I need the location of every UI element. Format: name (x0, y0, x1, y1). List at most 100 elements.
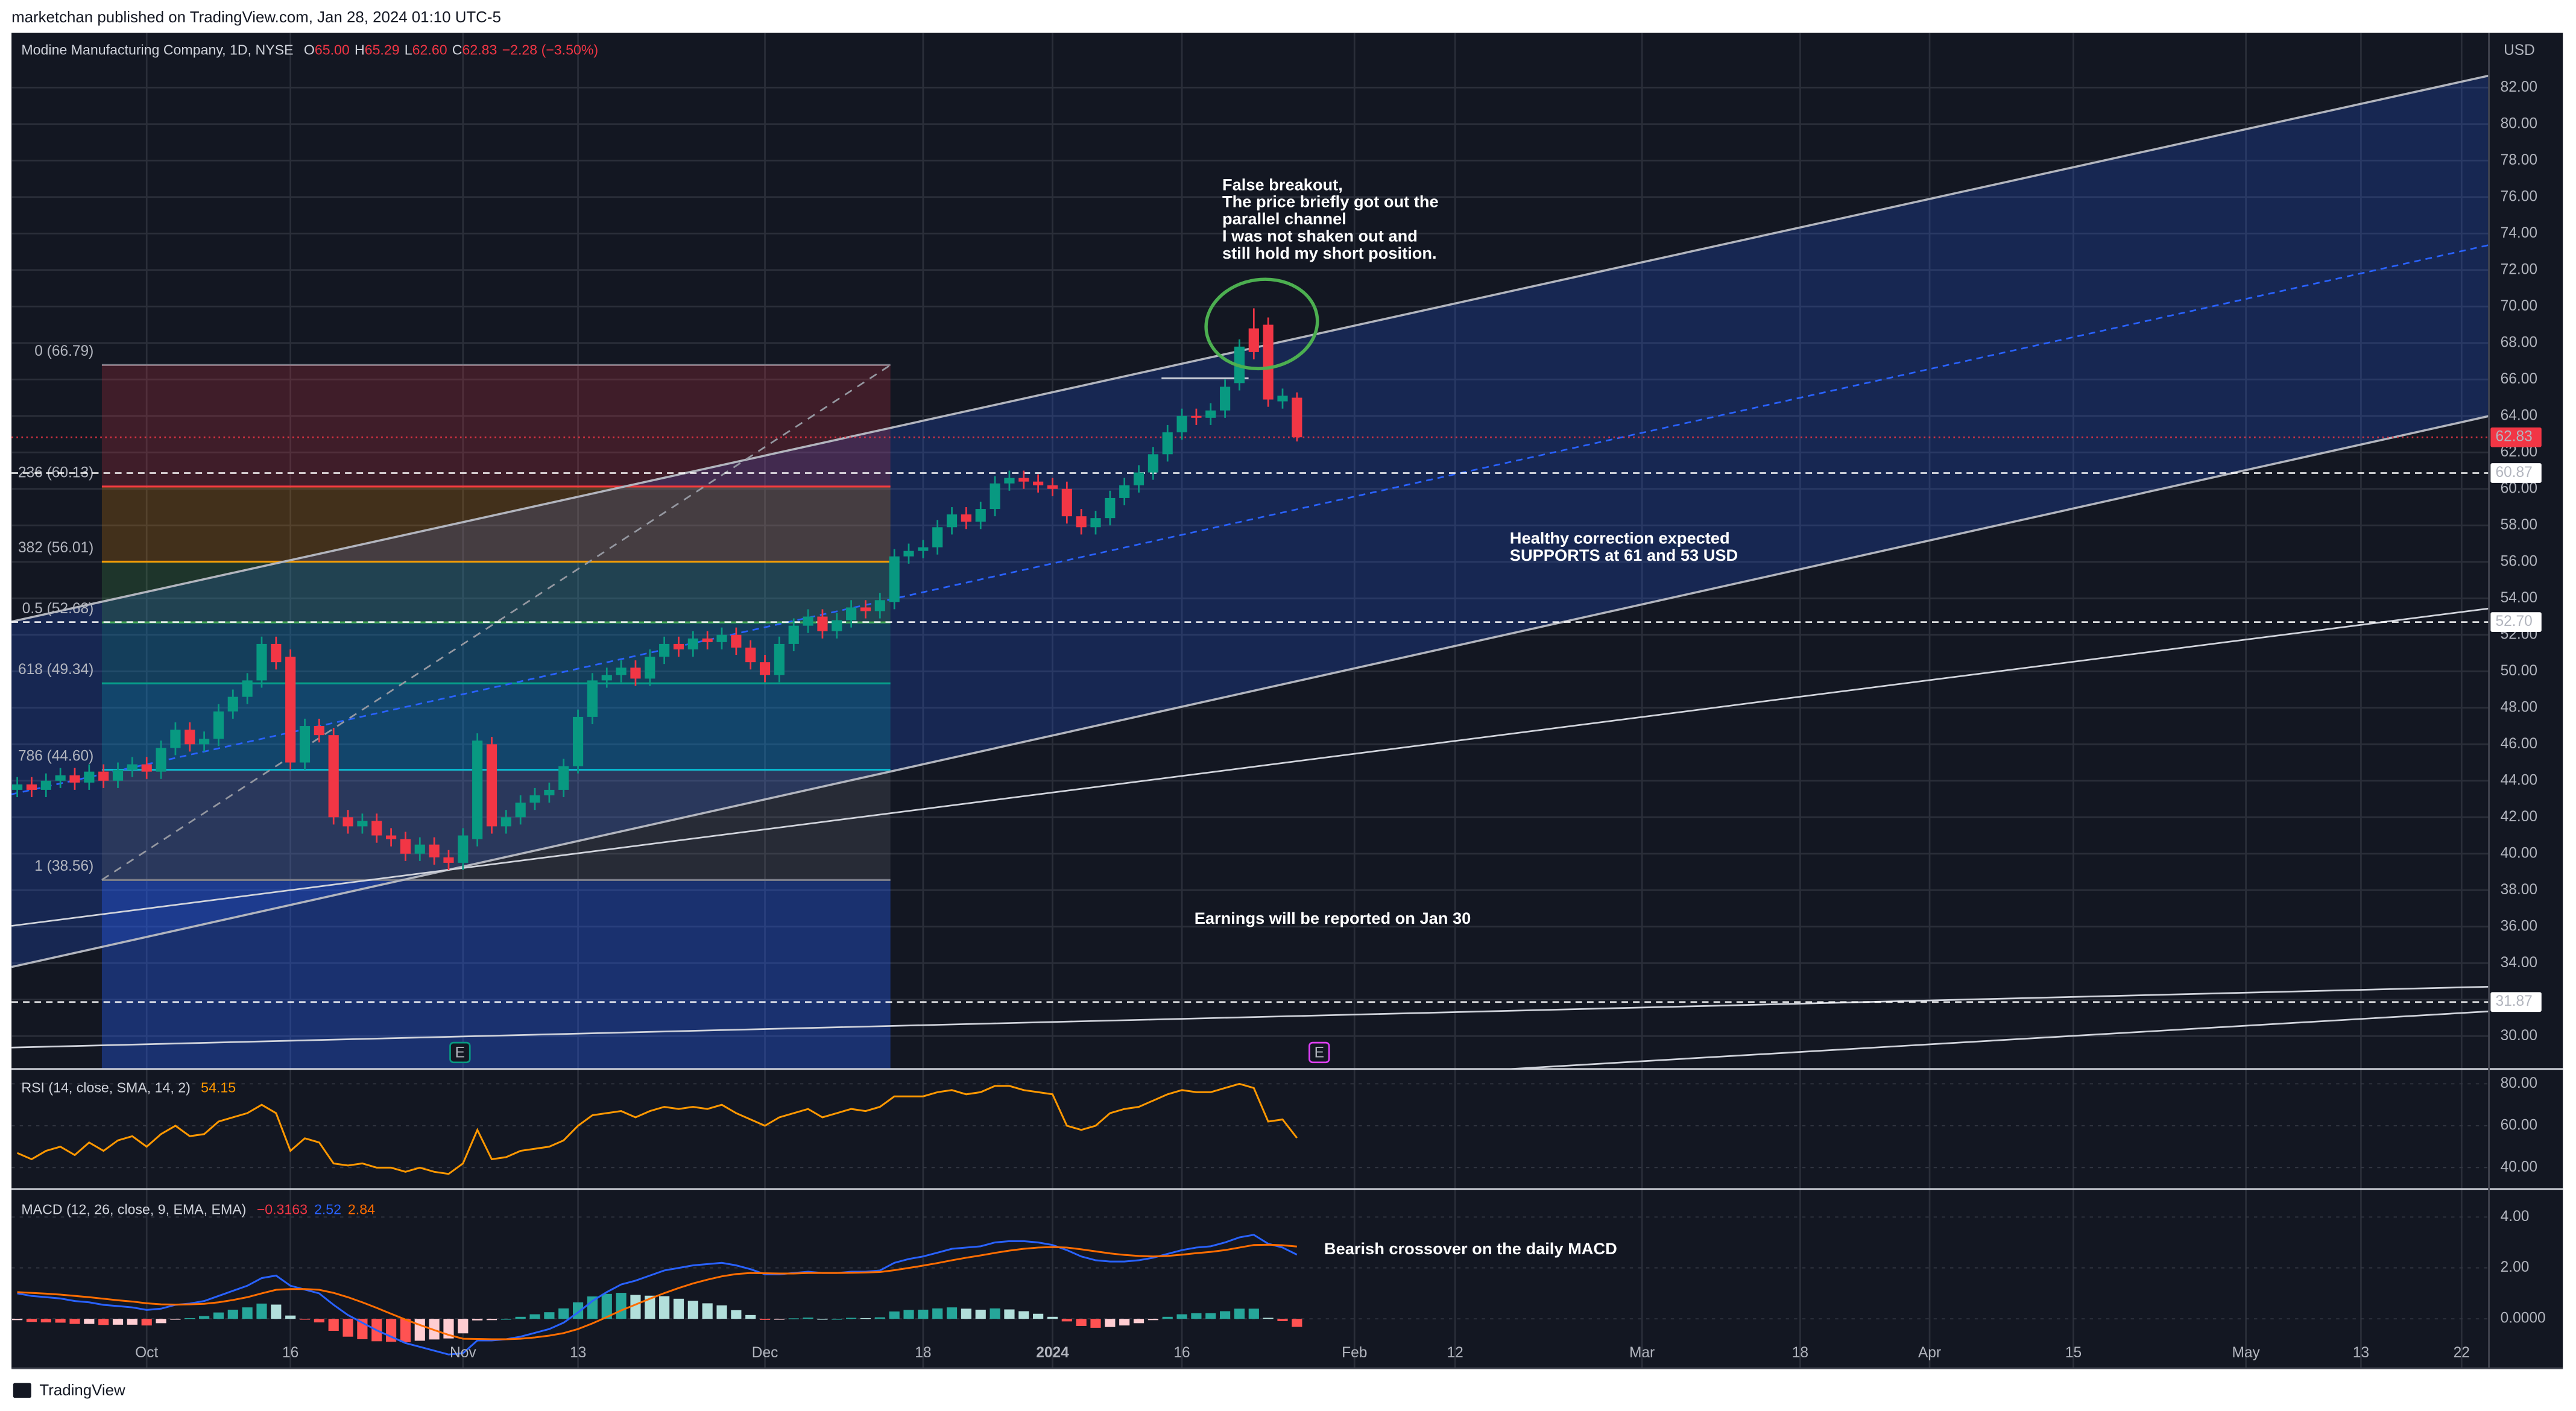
macd-histogram-bar (472, 1319, 483, 1321)
macd-pane (12, 1234, 1302, 1356)
legend-value: 54.15 (201, 1080, 236, 1096)
macd-histogram-bar (558, 1308, 569, 1319)
rsi-line (17, 1082, 1298, 1175)
y-tick-label: 66.00 (2501, 371, 2537, 387)
price-tag-label: 52.70 (2496, 613, 2533, 630)
legend-title: MACD (12, 26, close, 9, EMA, EMA) (21, 1201, 246, 1217)
legend-value: 62.60 (412, 42, 447, 58)
x-tick-label: May (2232, 1345, 2260, 1361)
candle-body (673, 643, 684, 649)
trend-line (1511, 1010, 2489, 1069)
y-tick-label: 68.00 (2501, 334, 2537, 350)
y-tick-label: 40.00 (2501, 845, 2537, 861)
candle-body (860, 607, 871, 611)
brand: TradingView (13, 1382, 125, 1399)
candle-body (343, 817, 353, 827)
candle-body (227, 696, 238, 712)
macd-histogram-bar (860, 1318, 871, 1319)
candle-body (1220, 387, 1231, 411)
candle-body (1018, 478, 1029, 482)
candle-body (26, 784, 37, 790)
x-tick-label: Oct (135, 1345, 158, 1361)
candle-body (659, 643, 670, 657)
legend-value: 65.00 (315, 42, 350, 58)
candle-body (587, 680, 598, 717)
overlay-layer: USD Modine Manufacturing Company, 1D, NY… (11, 33, 2563, 1399)
candle-body (889, 556, 900, 602)
candle-body (716, 634, 727, 642)
candle-body (572, 716, 584, 766)
candle-body (443, 857, 454, 863)
macd-histogram-bar (731, 1310, 742, 1319)
macd-histogram-bar (975, 1309, 986, 1319)
channel-midline (11, 244, 2489, 795)
legend-key: O (304, 42, 315, 58)
candle-body (328, 735, 339, 818)
annotation: The price briefly got out the (1222, 192, 1439, 211)
y-tick-label: 64.00 (2501, 407, 2537, 423)
macd-histogram-bar (1076, 1319, 1087, 1326)
x-tick-label: 16 (282, 1345, 298, 1361)
candle-body (98, 771, 109, 781)
macd-histogram-bar (673, 1298, 684, 1319)
fib-band (101, 561, 891, 623)
brand-logo (13, 1383, 31, 1398)
fib-band (101, 622, 891, 684)
grid-layer (11, 33, 2489, 1369)
macd-histogram-bar (1234, 1308, 1245, 1319)
candle-body (788, 625, 799, 644)
candle-body (832, 620, 842, 631)
y-tick-label: 38.00 (2501, 882, 2537, 898)
annotation: still hold my short position. (1222, 244, 1437, 262)
macd-histogram-bar (12, 1319, 23, 1321)
macd-histogram-bar (414, 1319, 425, 1341)
y-tick-label: 76.00 (2501, 188, 2537, 204)
macd-histogram-bar (1018, 1311, 1029, 1319)
candle-body (141, 764, 152, 772)
macd-histogram-bar (1220, 1311, 1231, 1319)
legend-value: −0.3163 (257, 1201, 308, 1217)
macd-histogram-bar (112, 1319, 124, 1325)
candle-body (946, 514, 958, 528)
macd-histogram-bar (185, 1318, 195, 1319)
candle-body (961, 514, 971, 522)
macd-histogram-bar (343, 1319, 353, 1337)
y-tick-label: 74.00 (2501, 225, 2537, 241)
candle-body (529, 795, 540, 803)
macd-histogram-bar (256, 1303, 267, 1319)
event-label: E (455, 1044, 465, 1061)
macd-histogram-bar (98, 1319, 109, 1325)
macd-histogram-bar (932, 1308, 943, 1319)
y-tick-label: 0.0000 (2501, 1310, 2546, 1327)
candle-body (1148, 454, 1158, 473)
macd-histogram-bar (486, 1319, 497, 1321)
candle-body (414, 844, 425, 854)
candle-body (40, 780, 51, 790)
macd-histogram-bar (529, 1314, 540, 1319)
candle-body (84, 771, 95, 783)
macd-histogram-bar (1263, 1318, 1274, 1319)
legend-key: L (405, 42, 412, 58)
macd-histogram-bar (788, 1318, 799, 1319)
fib-label: 786 (44.60) (18, 748, 93, 764)
y-tick-label: 36.00 (2501, 918, 2537, 934)
event-marker (449, 1041, 471, 1064)
fib-label: 0.5 (52.68) (22, 601, 94, 617)
x-tick-label: 2024 (1036, 1345, 1069, 1361)
candle-body (242, 680, 253, 697)
channel-lower (11, 415, 2489, 968)
fib-label: 382 (56.01) (18, 540, 93, 556)
event-marker (1309, 1041, 1330, 1064)
x-tick-label: Apr (1918, 1345, 1941, 1361)
macd-histogram-bar (1004, 1309, 1015, 1319)
annotation: False breakout, (1222, 175, 1343, 194)
highlight-circle (1204, 277, 1319, 371)
y-tick-label: 42.00 (2501, 809, 2537, 825)
legend-value: 2.84 (348, 1201, 375, 1217)
macd-histogram-bar (1248, 1308, 1259, 1319)
macd-histogram-bar (1047, 1316, 1058, 1319)
candle-body (458, 835, 469, 863)
x-tick-label: Mar (1629, 1345, 1655, 1361)
macd-histogram-bar (1191, 1313, 1202, 1319)
